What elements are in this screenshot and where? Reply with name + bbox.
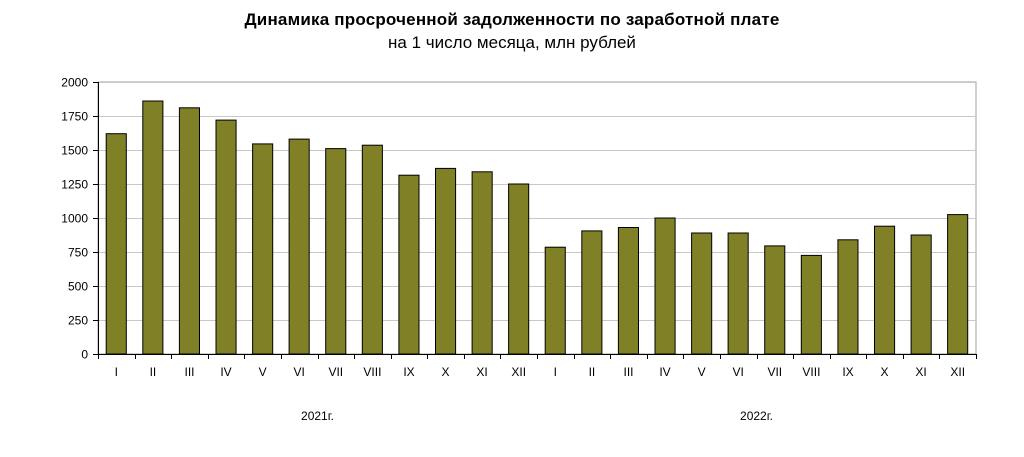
x-tick-label: I — [554, 365, 557, 379]
bar — [471, 171, 493, 355]
x-tick-label: V — [698, 365, 706, 379]
x-tick-label: III — [623, 365, 633, 379]
x-tick-label: V — [259, 365, 267, 379]
bar — [361, 144, 383, 355]
x-tick-label: VII — [767, 365, 782, 379]
x-tick-label: VII — [328, 365, 343, 379]
x-tick-label: XII — [950, 365, 965, 379]
x-tick-label: VIII — [802, 365, 820, 379]
bar — [764, 245, 786, 355]
bar — [800, 254, 822, 355]
bar — [654, 217, 676, 355]
x-tick-label: IV — [220, 365, 231, 379]
bar — [691, 232, 713, 355]
bar — [508, 183, 530, 355]
x-tick-label: III — [184, 365, 194, 379]
bar — [837, 239, 859, 355]
chart-subtitle: на 1 число месяца, млн рублей — [388, 33, 636, 52]
bar — [544, 246, 566, 355]
y-tick-label: 1750 — [61, 110, 88, 124]
y-tick-label: 1500 — [61, 144, 88, 158]
x-tick-label: IX — [842, 365, 853, 379]
x-tick-label: X — [880, 365, 888, 379]
bar — [105, 133, 127, 355]
x-tick-label: IX — [403, 365, 414, 379]
y-tick-label: 500 — [68, 280, 88, 294]
x-tick-labels: I II III IV V VI VII VIII IX X XI XII I II III IV V VI VII… — [115, 365, 965, 379]
bar — [288, 138, 310, 355]
bar — [874, 225, 896, 355]
x-tick-label: VI — [294, 365, 305, 379]
year-labels: 2021г. 2022г. — [301, 409, 773, 423]
bar — [727, 232, 749, 355]
x-tick-label: XII — [511, 365, 526, 379]
bar — [325, 148, 347, 355]
bar — [947, 214, 969, 355]
y-tick-label: 1000 — [61, 212, 88, 226]
y-tick-label: 250 — [68, 314, 88, 328]
year-label: 2021г. — [301, 409, 334, 423]
bar — [215, 119, 237, 355]
y-tick-label: 1250 — [61, 178, 88, 192]
x-tick-label: IV — [659, 365, 670, 379]
bar — [910, 234, 932, 355]
bar — [252, 143, 274, 355]
x-tick-label: VIII — [363, 365, 381, 379]
x-tick-label: VI — [733, 365, 744, 379]
x-tick-label: X — [441, 365, 449, 379]
x-tick-label: II — [150, 365, 157, 379]
bar — [435, 167, 457, 355]
x-tick-label: I — [115, 365, 118, 379]
bar — [398, 174, 420, 355]
bar — [581, 230, 603, 355]
bar — [617, 227, 640, 355]
x-tick-label: II — [589, 365, 596, 379]
x-tick-label: XI — [476, 365, 487, 379]
y-tick-label: 2000 — [61, 76, 88, 90]
year-label: 2022г. — [740, 409, 773, 423]
bar — [142, 100, 164, 355]
y-tick-label: 0 — [81, 348, 88, 362]
x-tick-label: XI — [915, 365, 926, 379]
bars — [105, 100, 969, 355]
chart-title: Динамика просроченной задолженности по з… — [244, 10, 780, 29]
y-tick-labels: 0 250 500 750 1000 1250 1500 1750 2000 — [61, 76, 88, 362]
axes — [93, 82, 977, 359]
bar — [178, 107, 200, 355]
y-tick-label: 750 — [68, 246, 88, 260]
